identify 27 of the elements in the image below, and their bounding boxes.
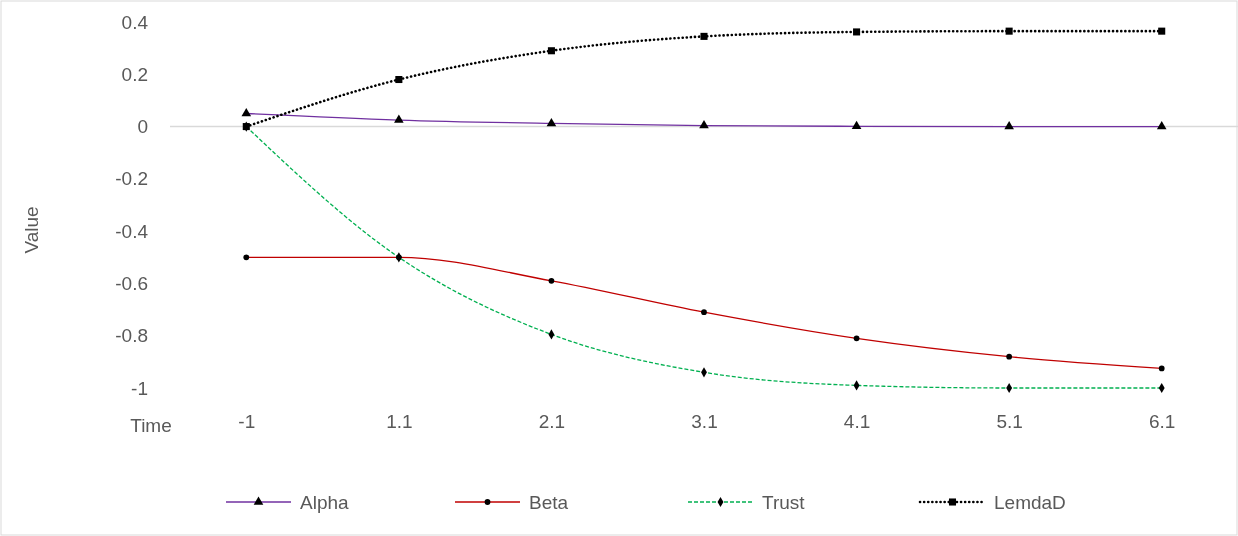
- x-tick-label: 6.1: [1149, 410, 1176, 432]
- legend-label: LemdaD: [994, 492, 1066, 513]
- x-tick-label: 4.1: [843, 410, 871, 432]
- y-tick-label: -0.6: [115, 273, 148, 295]
- point: [1005, 27, 1013, 35]
- y-tick-label: -0.8: [115, 325, 148, 347]
- y-tick-label: 0: [137, 116, 148, 138]
- x-tick-label: 5.1: [996, 410, 1023, 432]
- y-tick-label: 0.4: [121, 11, 149, 33]
- x-tick-label: 2.1: [538, 410, 566, 432]
- legend-label: Beta: [529, 492, 569, 513]
- x-tick-label: -1: [238, 410, 256, 432]
- point: [547, 47, 555, 55]
- x-axis-title: Time: [130, 415, 172, 436]
- point: [1158, 27, 1166, 35]
- y-axis-title: Value: [21, 206, 42, 254]
- legend-label: Alpha: [300, 492, 350, 513]
- y-tick-label: -1: [131, 377, 148, 399]
- point: [700, 32, 708, 40]
- y-tick-label: -0.4: [115, 220, 149, 242]
- y-tick-label: 0.2: [121, 63, 148, 85]
- x-tick-label: 1.1: [386, 410, 413, 432]
- x-tick-label: 3.1: [691, 410, 718, 432]
- legend-label: Trust: [762, 492, 806, 513]
- point: [395, 75, 403, 84]
- point: [853, 28, 861, 36]
- y-tick-label: -0.2: [115, 168, 148, 190]
